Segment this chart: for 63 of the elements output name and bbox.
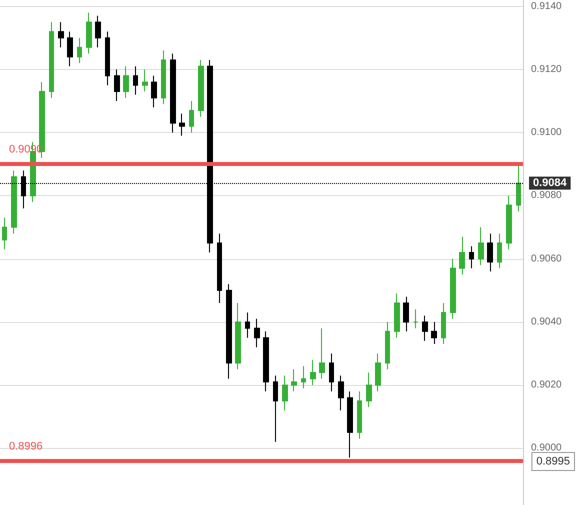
candlestick (123, 66, 129, 98)
candlestick (133, 66, 138, 96)
candlestick (301, 366, 306, 389)
candlestick (347, 390, 353, 458)
candlestick (366, 372, 372, 408)
candlestick (329, 353, 334, 392)
text: 0.8995 (536, 456, 570, 468)
y-tick-label: 0.9100 (531, 127, 562, 138)
candlestick (114, 68, 120, 102)
candlestick (105, 31, 110, 86)
candlestick (375, 353, 381, 392)
y-tick-label: 0.9080 (531, 190, 562, 202)
candlestick (245, 312, 250, 338)
y-tick-label: 0.9000 (531, 442, 562, 454)
candlestick (516, 164, 521, 212)
candlestick (310, 359, 316, 386)
candlestick (487, 233, 493, 272)
candlestick (142, 68, 148, 92)
candlestick (469, 246, 474, 269)
candlestick (263, 330, 269, 392)
candlestick (497, 233, 502, 269)
candlestick (385, 321, 390, 370)
y-tick-label: 0.9040 (531, 316, 562, 328)
candlestick (77, 37, 82, 64)
candlestick (189, 100, 194, 134)
candlestick (235, 302, 241, 370)
candlestick (217, 233, 222, 304)
candlestick (151, 75, 157, 108)
candlestick (198, 59, 204, 118)
candlestick (478, 226, 484, 266)
y-tick-label: 0.9140 (531, 0, 562, 12)
candlestick (226, 284, 232, 380)
candlestick (273, 375, 278, 442)
candlestick (422, 315, 428, 342)
candlestick (450, 258, 456, 320)
ref-line-label: 0.9084 (533, 177, 568, 190)
candlestick (58, 22, 64, 48)
candlestick (338, 375, 344, 411)
candlestick (2, 217, 7, 250)
candlestick (95, 15, 101, 48)
candlestick (67, 31, 73, 67)
candlestick (49, 22, 54, 98)
candlestick (282, 375, 288, 411)
candlestick (441, 302, 446, 345)
candlestick (170, 53, 176, 134)
candlestick (357, 390, 362, 440)
candlestick (254, 318, 260, 348)
candlestick (431, 321, 437, 345)
candlestick (86, 12, 92, 54)
candlestick (459, 236, 465, 276)
candlestick (319, 328, 325, 380)
candlestick (161, 50, 166, 105)
candlestick (413, 308, 418, 329)
candlestick (403, 296, 409, 332)
candlestick (179, 113, 185, 136)
candlestick (506, 195, 512, 250)
candlestick (11, 170, 17, 234)
y-tick-label: 0.9060 (531, 253, 562, 264)
ref-line-label: 0.8996 (9, 440, 43, 452)
y-tick-label: 0.9020 (531, 380, 562, 391)
y-tick-label: 0.9120 (531, 64, 562, 75)
candlestick (394, 293, 400, 338)
candlestick (291, 368, 297, 392)
